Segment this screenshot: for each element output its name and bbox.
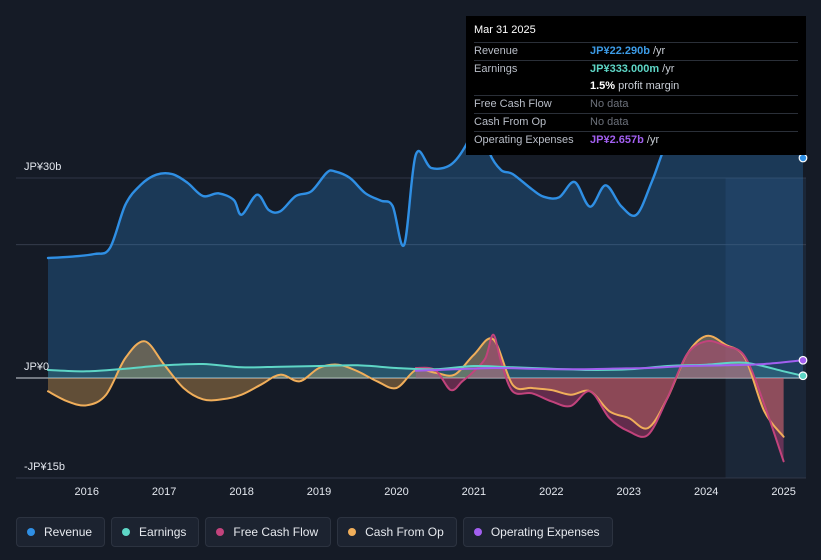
tooltip-rows: Revenue JP¥22.290b /yr Earnings JP¥333.000m… bbox=[474, 42, 798, 149]
tooltip-row: Revenue JP¥22.290b /yr bbox=[474, 42, 798, 60]
legend-label: Cash From Op bbox=[365, 525, 444, 539]
legend-dot-icon bbox=[473, 528, 482, 536]
x-tick-label: 2018 bbox=[229, 486, 253, 498]
end-dot-earnings[interactable] bbox=[798, 371, 808, 381]
legend-dot-icon bbox=[216, 528, 225, 536]
area-layer bbox=[48, 114, 803, 462]
x-tick-label: 2024 bbox=[694, 486, 718, 498]
end-dot-revenue[interactable] bbox=[798, 153, 808, 163]
tooltip-row-label: Revenue bbox=[474, 45, 519, 57]
end-dot-operating-expenses[interactable] bbox=[798, 355, 808, 365]
x-tick-label: 2021 bbox=[462, 486, 486, 498]
legend-dot-icon bbox=[348, 528, 357, 536]
tooltip-row-label: Earnings bbox=[474, 63, 518, 75]
legend-item-earnings[interactable]: Earnings bbox=[111, 517, 200, 547]
area-revenue bbox=[48, 114, 803, 378]
line-free-cash-flow bbox=[414, 333, 785, 463]
line-operating-expenses bbox=[414, 359, 804, 372]
legend-dot-icon bbox=[27, 528, 35, 536]
legend: Revenue Earnings Free Cash Flow Cash From O… bbox=[16, 517, 613, 547]
legend-item-operating-expenses[interactable]: Operating Expenses bbox=[462, 517, 613, 547]
legend-item-revenue[interactable]: Revenue bbox=[16, 517, 106, 547]
x-tick-label: 2016 bbox=[74, 486, 98, 498]
legend-dot-icon bbox=[122, 528, 131, 536]
legend-label: Revenue bbox=[44, 525, 93, 539]
x-tick-label: 2023 bbox=[617, 486, 641, 498]
legend-label: Earnings bbox=[139, 525, 187, 539]
tooltip-row-value: JP¥2.657b /yr bbox=[590, 134, 660, 146]
tooltip-row-label: Cash From Op bbox=[474, 116, 547, 128]
legend-item-free-cash-flow[interactable]: Free Cash Flow bbox=[205, 517, 332, 547]
data-tooltip: Mar 31 2025 Revenue JP¥22.290b /yr Earning… bbox=[466, 16, 806, 155]
tooltip-row-label bbox=[474, 78, 590, 95]
legend-item-cash-from-op[interactable]: Cash From Op bbox=[337, 517, 457, 547]
y-axis-label: JP¥30b bbox=[24, 161, 61, 173]
tooltip-row: Earnings JP¥333.000m /yr bbox=[474, 60, 798, 78]
tooltip-row: Operating Expenses JP¥2.657b /yr bbox=[474, 131, 798, 149]
forecast-region bbox=[725, 178, 806, 478]
tooltip-row-label: Operating Expenses bbox=[474, 134, 574, 146]
line-revenue bbox=[46, 113, 805, 260]
x-tick-label: 2017 bbox=[152, 486, 176, 498]
x-tick-label: 2020 bbox=[384, 486, 408, 498]
tooltip-row-value: No data bbox=[590, 116, 629, 128]
y-axis-label: JP¥0 bbox=[24, 361, 49, 373]
tooltip-date: Mar 31 2025 bbox=[474, 24, 536, 36]
axis-labels: JP¥30b JP¥0 -JP¥15b 2016 2017 2018 2019 2020 202… bbox=[24, 161, 796, 498]
tooltip-row-value: 1.5% profit margin bbox=[590, 80, 680, 92]
area-cash-from-op bbox=[48, 335, 784, 437]
tooltip-row-value: JP¥22.290b /yr bbox=[590, 45, 666, 57]
tooltip-row-label: Free Cash Flow bbox=[474, 98, 552, 110]
tooltip-row: Free Cash Flow No data bbox=[474, 95, 798, 113]
tooltip-row: Cash From Op No data bbox=[474, 113, 798, 131]
legend-label: Operating Expenses bbox=[490, 525, 600, 539]
legend-label: Free Cash Flow bbox=[233, 525, 319, 539]
tooltip-row: 1.5% profit margin bbox=[474, 78, 798, 95]
x-tick-label: 2019 bbox=[307, 486, 331, 498]
y-axis-label: -JP¥15b bbox=[24, 461, 65, 473]
line-layer bbox=[46, 113, 805, 463]
x-tick-label: 2022 bbox=[539, 486, 563, 498]
tooltip-row-value: No data bbox=[590, 98, 629, 110]
x-tick-label: 2025 bbox=[771, 486, 795, 498]
tooltip-row-value: JP¥333.000m /yr bbox=[590, 63, 675, 75]
